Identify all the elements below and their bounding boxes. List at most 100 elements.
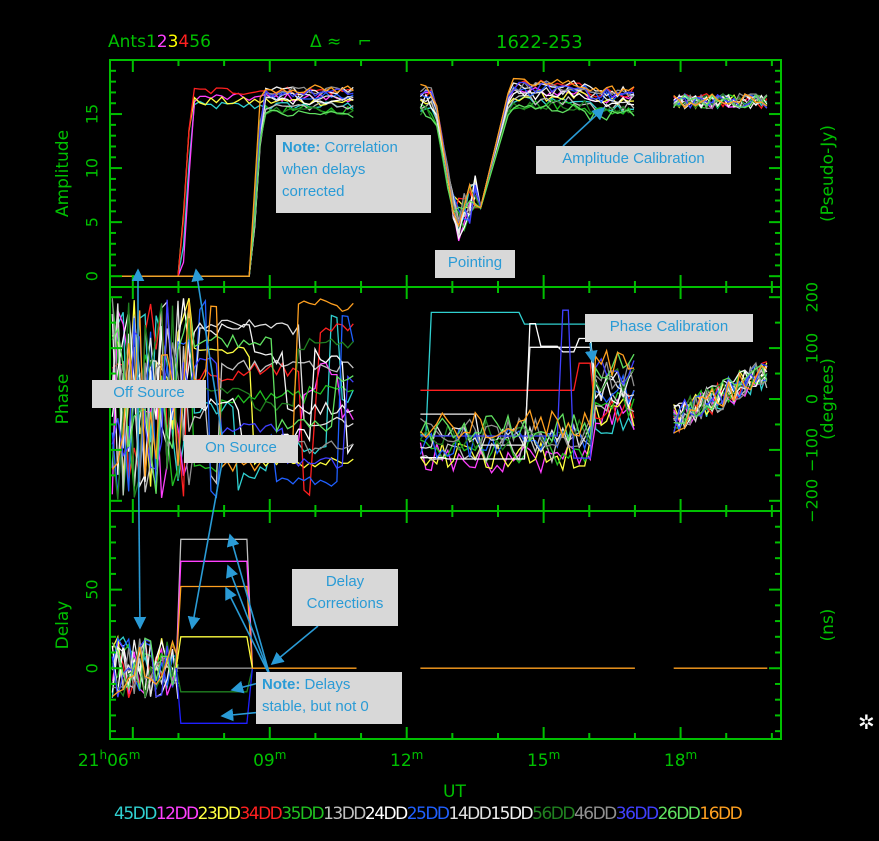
baseline-legend: 45DD12DD23DD34DD35DD13DD24DD25DD14DD15DD…	[114, 804, 743, 824]
annotation-arrow	[191, 268, 223, 436]
delay-correction-trace	[175, 538, 254, 669]
legend-26DD: 26DD	[657, 804, 701, 824]
annotation-arrow	[226, 533, 271, 677]
note-phase-calibration: Phase Calibration	[585, 314, 753, 342]
legend-16DD: 16DD	[699, 804, 742, 824]
phase-trace	[419, 398, 635, 473]
legend-56DD: 56DD	[532, 804, 575, 824]
ant-digit-6: 6	[200, 32, 211, 52]
y-tick-label: 15	[83, 104, 102, 124]
phase-trace	[111, 302, 354, 500]
y-axis-unit-delay: (ns)	[818, 609, 838, 642]
panel-frame-2	[109, 510, 782, 740]
phase-trace	[111, 303, 354, 497]
y-axis-title-phase: Phase	[53, 374, 73, 425]
legend-24DD: 24DD	[364, 804, 408, 824]
amplitude-trace	[112, 84, 354, 277]
ant-digit-3: 3	[167, 32, 179, 52]
x-tick-label: 12m	[390, 748, 424, 771]
delay-correction-trace	[175, 585, 254, 669]
phase-trace	[673, 365, 768, 434]
phase-trace	[673, 362, 768, 430]
phase-trace	[419, 398, 635, 475]
phase-trace	[419, 361, 635, 449]
y-axis-unit-amplitude: (Pseudo-Jy)	[818, 125, 838, 222]
y-tick-label: 0	[803, 394, 822, 404]
legend-25DD: 25DD	[406, 804, 450, 824]
y-tick-label: 0	[83, 663, 102, 673]
legend-23DD: 23DD	[197, 804, 241, 824]
delay-trace	[111, 635, 179, 699]
ants-header: Ants123456	[108, 32, 211, 52]
ant-digit-4: 4	[178, 32, 190, 52]
note-correlation-text: Correlation when delays corrected	[282, 139, 398, 200]
x-tick-label: 21h06m	[77, 748, 141, 771]
delay-correction-trace	[175, 560, 254, 669]
y-tick-label: −200	[803, 479, 822, 523]
ants-digits: 123456	[146, 32, 211, 52]
note-delays-stable: Note: Delays stable, but not 0	[256, 672, 402, 724]
annotation-arrow	[220, 708, 263, 722]
delay-trace	[111, 639, 179, 699]
y-axis-title-delay: Delay	[53, 601, 73, 650]
annotation-arrow	[562, 106, 606, 147]
phase-trace	[673, 363, 768, 424]
source-name: 1622-253	[496, 32, 583, 53]
ants-prefix: Ants	[108, 32, 146, 52]
y-tick-label: 0	[83, 271, 102, 281]
amplitude-trace	[419, 79, 635, 234]
delay-correction-trace	[175, 636, 254, 669]
annotation-arrow	[270, 625, 319, 666]
note-delays-stable-bold: Note:	[262, 676, 301, 693]
axis-labels: 0 5 10 15 Amplitude (Pseudo-Jy) −200 −100 0 100 20…	[53, 104, 838, 673]
phase-trace	[111, 308, 354, 496]
legend-35DD: 35DD	[281, 804, 324, 824]
note-amplitude-calibration: Amplitude Calibration	[536, 146, 731, 174]
y-axis-unit-phase: (degrees)	[818, 358, 838, 440]
note-delays-stable-text: Delays stable, but not 0	[262, 676, 369, 715]
y-tick-label: 5	[83, 217, 102, 227]
ant-digit-5: 5	[189, 32, 201, 52]
annotation-arrow	[225, 586, 271, 677]
delay-trace	[111, 637, 179, 691]
phase-trace	[111, 298, 354, 477]
trace-layer	[111, 77, 768, 724]
phase-trace	[419, 350, 635, 443]
legend-13DD: 13DD	[323, 804, 366, 824]
phase-trace	[111, 298, 354, 487]
note-correlation-bold: Note:	[282, 139, 321, 156]
phase-trace	[420, 346, 635, 446]
annotation-arrow	[226, 564, 271, 677]
legend-12DD: 12DD	[155, 804, 199, 824]
legend-46DD: 46DD	[573, 804, 617, 824]
annotation-arrow	[133, 407, 147, 630]
amplitude-trace	[420, 77, 635, 228]
x-tick-label: 18m	[663, 748, 698, 771]
note-delay-corrections: Delay Corrections	[292, 569, 398, 626]
phase-trace	[673, 365, 768, 418]
annotation-arrow	[584, 342, 598, 364]
y-tick-label: 50	[83, 579, 102, 599]
amplitude-trace	[673, 93, 768, 109]
note-correlation: Note: Correlation when delays corrected	[276, 135, 431, 213]
legend-34DD: 34DD	[239, 804, 282, 824]
phase-trace	[673, 361, 768, 426]
y-tick-label: −100	[803, 428, 822, 472]
delay-trace	[111, 640, 179, 698]
note-off-source: Off Source	[92, 380, 206, 408]
legend-36DD: 36DD	[615, 804, 659, 824]
legend-15DD: 15DD	[490, 804, 533, 824]
y-tick-label: 10	[83, 158, 102, 178]
y-axis-title-amplitude: Amplitude	[53, 130, 73, 217]
phase-trace	[420, 373, 635, 454]
amplitude-trace	[673, 94, 768, 108]
cursor-icon: ✲	[858, 710, 875, 734]
delay-correction-trace	[175, 668, 254, 693]
delay-correction-trace	[175, 668, 254, 724]
ant-digit-1: 1	[145, 32, 157, 52]
note-on-source: On Source	[184, 435, 298, 463]
phase-trace	[420, 311, 635, 436]
y-tick-label: 200	[803, 282, 822, 313]
legend-14DD: 14DD	[448, 804, 492, 824]
